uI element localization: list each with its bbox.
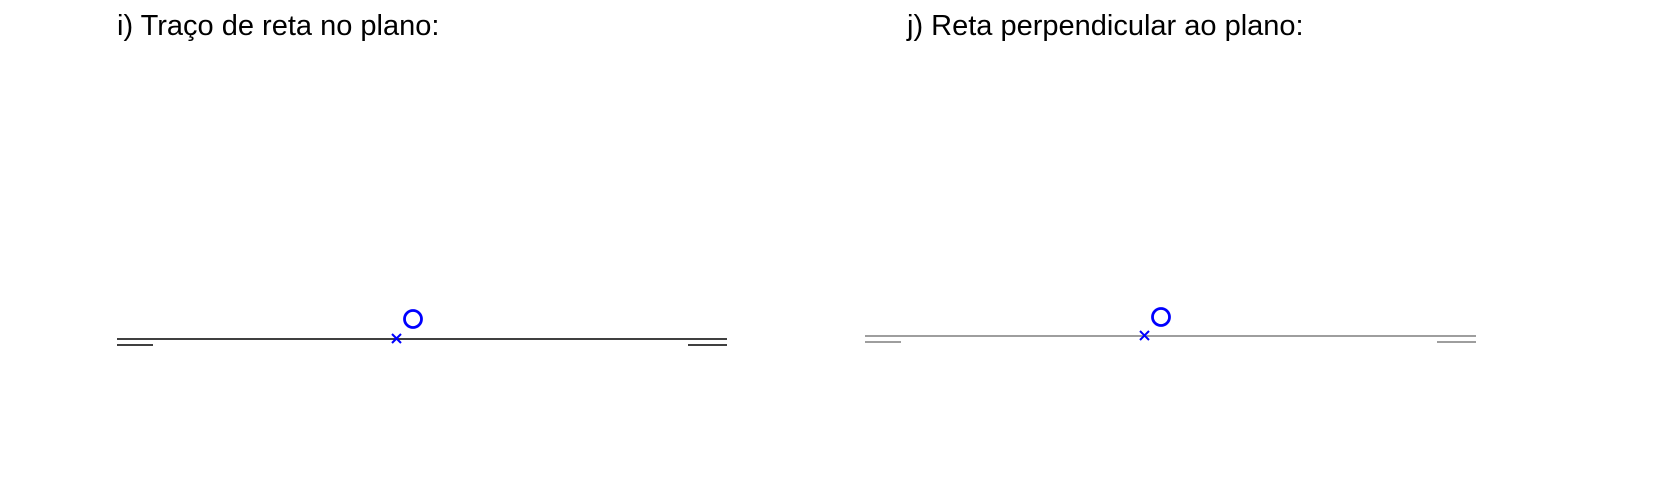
- projection-point-cross: [391, 333, 402, 344]
- exercise-i-title: i) Traço de reta no plano:: [117, 10, 440, 42]
- projection-point-circle: [403, 309, 423, 329]
- panel-i: [117, 309, 727, 346]
- panel-j: [865, 307, 1476, 343]
- projection-point-circle: [1151, 307, 1171, 327]
- exercise-j-title: j) Reta perpendicular ao plano:: [907, 10, 1304, 42]
- projection-point-cross: [1139, 330, 1150, 341]
